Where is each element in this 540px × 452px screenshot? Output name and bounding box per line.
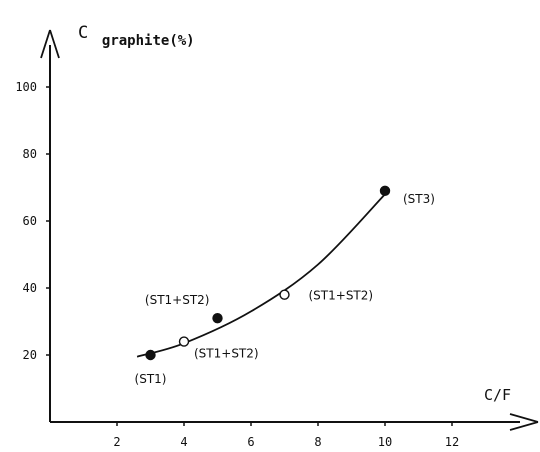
open-data-point <box>178 336 190 347</box>
x-tick-label: 6 <box>247 435 254 449</box>
point-annotation: (ST1+ST2) <box>194 347 259 361</box>
y-tick-label: 40 <box>23 281 37 295</box>
point-annotation: (ST3) <box>403 192 435 206</box>
y-axis-title: C graphite(%) <box>78 23 195 49</box>
y-axis-title-sub: graphite(%) <box>102 33 195 49</box>
y-tick-label: 60 <box>23 214 37 228</box>
x-ticks: 2 4 6 8 10 12 <box>113 422 459 449</box>
filled-data-point <box>212 312 223 324</box>
y-axis-title-main: C <box>78 23 88 43</box>
filled-data-point <box>379 185 391 197</box>
y-ticks: 20 40 60 80 100 <box>15 80 50 362</box>
data-points <box>145 185 391 361</box>
filled-data-point <box>145 349 156 361</box>
x-tick-label: 8 <box>314 435 321 449</box>
x-axis-arrow <box>509 413 539 431</box>
fit-curve <box>136 193 386 358</box>
y-tick-label: 80 <box>23 147 37 161</box>
x-axis-title: C/F <box>484 386 511 404</box>
x-tick-label: 4 <box>180 435 187 449</box>
point-annotation: (ST1+ST2) <box>145 293 210 307</box>
x-tick-label: 10 <box>378 435 392 449</box>
x-tick-label: 2 <box>113 435 120 449</box>
point-annotations: (ST1) (ST1+ST2) (ST1+ST2) (ST1+ST2) (ST3) <box>135 192 435 386</box>
axes <box>40 29 539 431</box>
y-tick-label: 100 <box>15 80 37 94</box>
x-tick-label: 12 <box>445 435 459 449</box>
point-annotation: (ST1+ST2) <box>309 289 374 303</box>
y-tick-label: 20 <box>23 348 37 362</box>
y-axis-arrow <box>40 29 60 59</box>
open-data-point <box>279 289 290 300</box>
point-annotation: (ST1) <box>135 372 167 386</box>
